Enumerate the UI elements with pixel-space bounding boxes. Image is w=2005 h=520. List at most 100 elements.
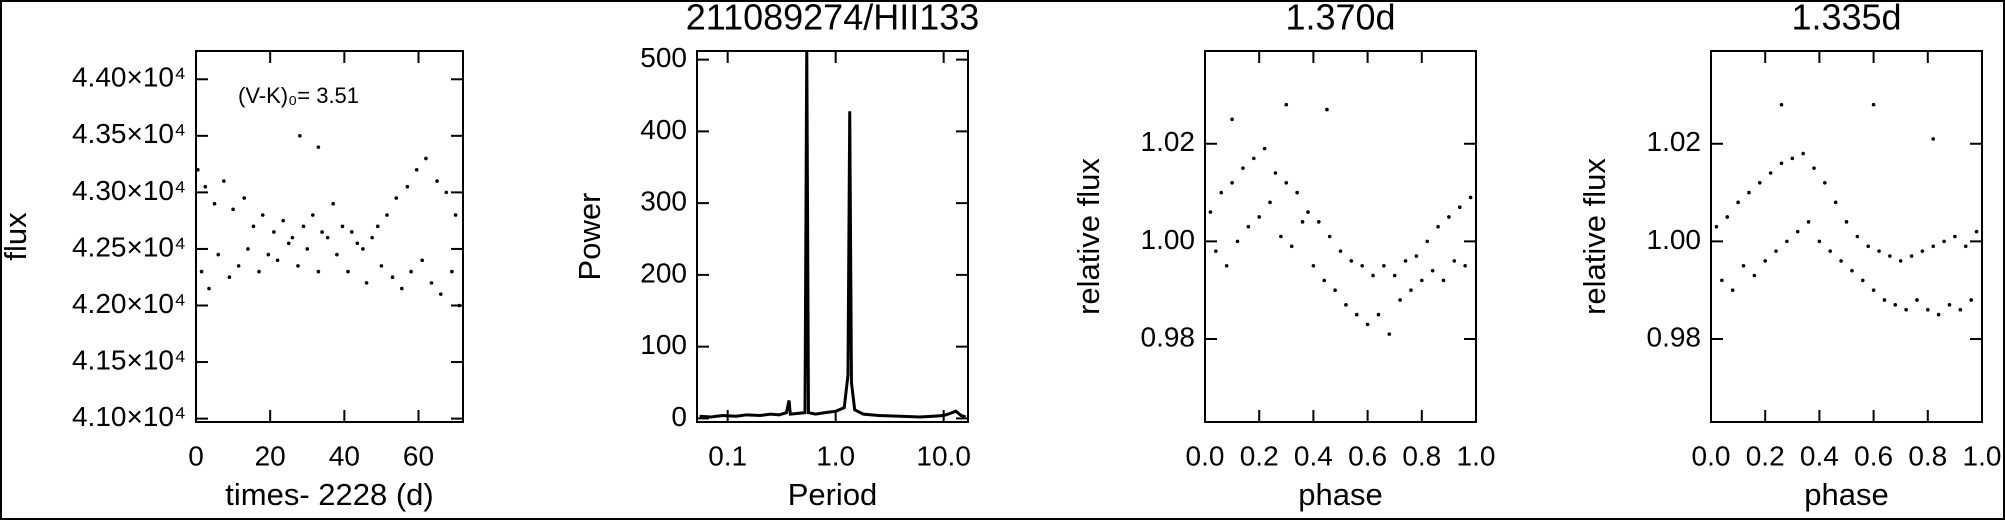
chart-title: 1.335d [1791, 0, 1901, 38]
point [1833, 200, 1838, 205]
y-tick-label: 4.20×10⁴ [72, 288, 186, 319]
point [207, 286, 211, 291]
point [1714, 224, 1719, 229]
x-tick-label: 0.2 [1240, 440, 1279, 471]
point [281, 218, 285, 223]
point [236, 264, 241, 268]
point [435, 179, 439, 183]
point [1289, 244, 1294, 249]
y-tick-label: 1.00 [1141, 224, 1196, 255]
y-tick-label: 4.35×10⁴ [72, 118, 186, 149]
x-tick-label: 0.0 [1186, 440, 1225, 471]
point [450, 269, 454, 274]
point [1763, 259, 1767, 263]
point [305, 247, 310, 251]
point [260, 213, 265, 217]
point [1262, 146, 1267, 151]
point [1785, 239, 1789, 244]
point [1931, 244, 1936, 249]
plot-frame [195, 50, 464, 423]
point [316, 269, 321, 274]
y-tick-label: 1.02 [1647, 126, 1702, 157]
point [251, 224, 256, 229]
point [1214, 249, 1218, 253]
point [1866, 244, 1870, 249]
point [1463, 263, 1467, 268]
point [1425, 239, 1430, 244]
point [1354, 312, 1359, 317]
point [438, 292, 443, 296]
point [1447, 215, 1451, 219]
point [290, 235, 295, 240]
point [364, 281, 369, 285]
y-tick-label: 4.40×10⁴ [72, 62, 186, 93]
point [1208, 210, 1213, 214]
y-tick-label: 0 [671, 401, 687, 432]
point [1327, 234, 1332, 239]
point [375, 224, 380, 229]
x-tick-label: 0.8 [1908, 440, 1947, 471]
point [298, 134, 302, 138]
point [1338, 249, 1343, 253]
point [1871, 288, 1876, 292]
x-tick-label: 0.4 [1800, 440, 1839, 471]
point [1774, 249, 1778, 253]
point [1823, 181, 1827, 185]
point [1349, 259, 1354, 263]
point [429, 281, 434, 285]
point [340, 224, 345, 229]
x-tick-label: 10.0 [916, 440, 971, 471]
x-axis-label: times- 2228 (d) [225, 477, 433, 512]
point [1420, 278, 1424, 283]
point [1779, 161, 1784, 166]
point [1730, 288, 1735, 292]
point [409, 269, 413, 274]
y-tick-label: 4.10×10⁴ [72, 401, 186, 432]
point [1279, 234, 1283, 239]
point [222, 179, 226, 183]
point [1333, 288, 1337, 292]
point [1230, 117, 1234, 122]
x-tick-label: 0.6 [1348, 440, 1387, 471]
point [1441, 278, 1446, 283]
x-tick-label: 1.0 [1963, 440, 2002, 471]
panel: 0 20 40 60 4.10×10⁴ 4.15×10⁴ 4.20×10⁴ 4.25×10⁴ 4… [0, 50, 464, 512]
point [1839, 259, 1843, 263]
chart-title: 211089274/HII133 [686, 0, 980, 38]
point [1795, 229, 1800, 234]
point [1806, 220, 1811, 224]
point [1817, 239, 1822, 244]
point [1468, 195, 1473, 200]
point [1926, 307, 1930, 312]
point [444, 190, 449, 195]
point [1844, 220, 1849, 224]
point [1317, 220, 1321, 224]
point [1720, 278, 1724, 283]
point [1947, 303, 1952, 307]
point [203, 184, 208, 189]
point [1414, 254, 1419, 258]
y-tick-label: 300 [640, 186, 687, 217]
point [199, 269, 204, 274]
point [1457, 205, 1462, 210]
point [266, 252, 271, 257]
point [1860, 278, 1865, 283]
x-tick-label: 0.8 [1402, 440, 1441, 471]
point [216, 252, 221, 257]
y-axis-label: Power [572, 193, 607, 281]
x-tick-label: 0.0 [1692, 440, 1731, 471]
plot-frame [1710, 50, 1983, 423]
point [1768, 171, 1773, 175]
point [390, 275, 395, 280]
point [316, 145, 321, 149]
point [1850, 268, 1854, 273]
point [1230, 181, 1234, 185]
y-tick-label: 500 [640, 42, 687, 73]
point [355, 241, 360, 246]
y-tick-label: 4.15×10⁴ [72, 344, 186, 375]
point [1915, 298, 1919, 302]
point [453, 213, 458, 217]
point [1736, 200, 1740, 205]
